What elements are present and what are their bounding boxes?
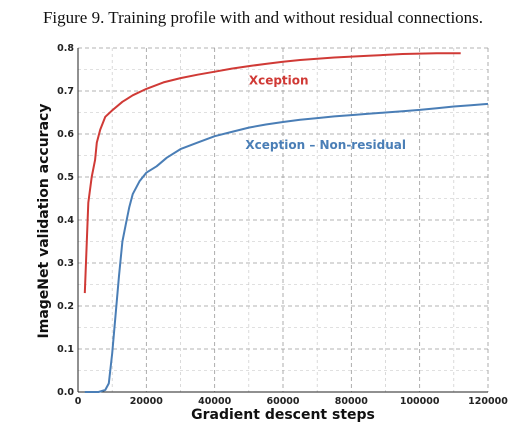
x-tick-label: 120000 — [468, 396, 508, 407]
y-tick-label: 0.4 — [57, 215, 74, 226]
figure-caption: Figure 9. Training profile with and with… — [42, 8, 484, 27]
x-tick-label: 80000 — [335, 396, 368, 407]
x-tick-label: 60000 — [266, 396, 299, 407]
series-label-0: Xception — [249, 74, 309, 88]
chart-grid — [77, 47, 489, 393]
chart-annotations: Xception Xception – Non-residual — [245, 74, 406, 153]
y-tick-label: 0.2 — [57, 301, 74, 312]
series-line-1 — [84, 102, 489, 393]
y-tick-label: 0.8 — [57, 43, 74, 54]
y-tick-label: 0.6 — [57, 129, 74, 140]
x-axis-label: Gradient descent steps — [191, 407, 375, 423]
x-axis-ticks: 0 20000 40000 60000 80000 100000 120000 — [75, 396, 509, 407]
y-axis-ticks: 0.0 0.1 0.2 0.3 0.4 0.5 0.6 0.7 0.8 — [57, 43, 74, 398]
y-tick-label: 0.1 — [57, 344, 74, 355]
y-tick-label: 0.5 — [57, 172, 74, 183]
chart-series — [83, 52, 489, 393]
y-axis-label: ImageNet validation accuracy — [36, 104, 52, 339]
y-tick-label: 0.3 — [57, 258, 74, 269]
x-tick-label: 40000 — [198, 396, 231, 407]
y-tick-label: 0.7 — [57, 86, 74, 97]
y-tick-label: 0.0 — [57, 387, 74, 398]
x-tick-label: 0 — [75, 396, 82, 407]
x-tick-label: 100000 — [400, 396, 440, 407]
x-tick-label: 20000 — [130, 396, 163, 407]
series-line-0 — [83, 52, 461, 294]
chart-axes — [77, 48, 488, 393]
series-label-1: Xception – Non-residual — [245, 138, 406, 152]
